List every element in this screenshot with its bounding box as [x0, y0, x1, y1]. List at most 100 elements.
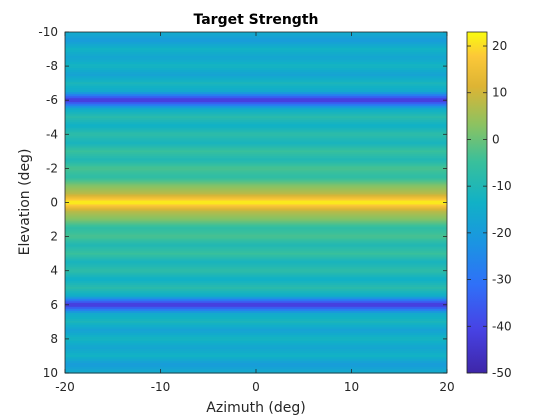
heatmap-band	[65, 44, 447, 47]
colorbar-tick-label: -40	[492, 319, 512, 333]
heatmap-band	[65, 174, 447, 178]
heatmap-band	[65, 276, 447, 280]
heatmap-band	[65, 262, 447, 266]
heatmap-band	[65, 222, 447, 226]
heatmap-band	[65, 296, 447, 300]
y-tick-label: 10	[43, 366, 58, 380]
heatmap-band	[65, 292, 447, 296]
heatmap-band	[65, 56, 447, 59]
heatmap-band	[65, 214, 447, 218]
heatmap-band	[65, 112, 447, 115]
heatmap-band	[65, 54, 447, 57]
heatmap-band	[65, 148, 447, 151]
heatmap-band	[65, 278, 447, 282]
heatmap-band	[65, 220, 447, 224]
heatmap-band	[65, 166, 447, 169]
heatmap-band	[65, 348, 447, 352]
heatmap-band	[65, 198, 447, 202]
heatmap-band	[65, 98, 447, 101]
y-tick-label: 8	[50, 332, 58, 346]
y-axis-label: Elevation (deg)	[17, 149, 33, 256]
heatmap-band	[65, 66, 447, 69]
y-tick-label: 4	[50, 264, 58, 278]
heatmap-band	[65, 116, 447, 119]
heatmap-band	[65, 154, 447, 157]
heatmap-band	[65, 312, 447, 316]
y-axis: -10 -8 -6 -4 -2 0 2 4 6 8 10	[38, 25, 447, 380]
heatmap-band	[65, 194, 447, 198]
heatmap-band	[65, 82, 447, 85]
heatmap-band	[65, 358, 447, 362]
heatmap-band	[65, 150, 447, 153]
heatmap-band	[65, 264, 447, 268]
heatmap-band	[65, 300, 447, 304]
heatmap-band	[65, 104, 447, 107]
heatmap-band	[65, 164, 447, 167]
heatmap-band	[65, 170, 447, 174]
heatmap-band	[65, 134, 447, 137]
heatmap-band	[65, 72, 447, 75]
heatmap-band	[65, 180, 447, 184]
colorbar	[466, 31, 488, 374]
heatmap-band	[65, 324, 447, 328]
heatmap-band	[65, 352, 447, 356]
heatmap-band	[65, 36, 447, 39]
heatmap-band	[65, 280, 447, 284]
heatmap-band	[65, 362, 447, 366]
heatmap-band	[65, 156, 447, 159]
y-tick-label: 0	[50, 196, 58, 210]
heatmap-band	[65, 186, 447, 190]
heatmap-band	[65, 272, 447, 276]
heatmap-band	[65, 266, 447, 270]
heatmap-band	[65, 258, 447, 262]
heatmap-band	[65, 310, 447, 314]
heatmap-band	[65, 178, 447, 182]
heatmap-band	[65, 196, 447, 200]
heatmap-band	[65, 364, 447, 368]
heatmap-band	[65, 316, 447, 320]
heatmap-band	[65, 106, 447, 109]
heatmap-band	[65, 356, 447, 360]
heatmap-band	[65, 210, 447, 214]
colorbar-axis: -50 -40 -30 -20 -10 0 10 20	[467, 39, 512, 380]
heatmap-band	[65, 294, 447, 298]
heatmap-band	[65, 58, 447, 61]
colorbar-tick-label: 10	[492, 86, 507, 100]
x-tick-label: -20	[55, 380, 75, 394]
heatmap-band	[65, 182, 447, 186]
heatmap-band	[65, 212, 447, 216]
heatmap-band	[65, 192, 447, 196]
heatmap-band	[65, 118, 447, 121]
heatmap-band	[65, 318, 447, 322]
x-tick-label: 10	[344, 380, 359, 394]
heatmap-band	[65, 284, 447, 288]
heatmap-band	[65, 158, 447, 161]
y-tick-label: -10	[38, 25, 58, 39]
heatmap-band	[65, 298, 447, 302]
heatmap-band	[65, 172, 447, 176]
colorbar-tick-label: -10	[492, 179, 512, 193]
colorbar-tick-label: 0	[492, 132, 500, 146]
heatmap-band	[65, 136, 447, 139]
heatmap-band	[65, 90, 447, 93]
heatmap-band	[65, 64, 447, 67]
heatmap-band	[65, 302, 447, 306]
heatmap-band	[65, 132, 447, 135]
y-tick-label: -8	[46, 59, 58, 73]
heatmap-band	[65, 114, 447, 117]
y-tick-label: 2	[50, 230, 58, 244]
heatmap-band	[65, 234, 447, 238]
heatmap-band	[65, 162, 447, 165]
heatmap-band	[65, 128, 447, 131]
heatmap-band	[65, 86, 447, 89]
heatmap-band	[65, 346, 447, 350]
heatmap-band	[65, 138, 447, 141]
y-tick-label: -4	[46, 127, 58, 141]
heatmap-band	[65, 260, 447, 264]
heatmap-band	[65, 286, 447, 290]
heatmap-band	[65, 200, 447, 204]
heatmap-band	[65, 236, 447, 240]
heatmap-band	[65, 84, 447, 87]
heatmap-band	[65, 94, 447, 97]
